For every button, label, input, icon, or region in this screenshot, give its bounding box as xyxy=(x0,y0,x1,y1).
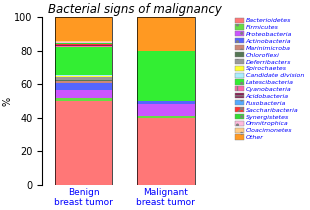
Bar xyxy=(55,81,112,83)
Bar xyxy=(55,75,112,76)
Bar xyxy=(137,17,195,185)
Bar xyxy=(55,90,112,98)
Bar xyxy=(55,17,112,41)
Bar xyxy=(137,17,195,51)
Bar xyxy=(55,46,112,47)
Bar xyxy=(137,101,195,104)
Legend: Bacterioidetes, Firmicutes, Proteobacteria, Actinobacteria, Marinimicroba, Chlor: Bacterioidetes, Firmicutes, Proteobacter… xyxy=(233,15,307,143)
Title: Bacterial signs of malignancy: Bacterial signs of malignancy xyxy=(48,3,222,16)
Bar xyxy=(55,45,112,46)
Bar xyxy=(55,80,112,81)
Bar xyxy=(55,17,112,185)
Bar xyxy=(55,76,112,77)
Y-axis label: %: % xyxy=(3,96,13,106)
Bar xyxy=(55,44,112,45)
Bar xyxy=(55,43,112,44)
Bar xyxy=(137,116,195,118)
Bar xyxy=(137,51,195,101)
Bar xyxy=(137,118,195,185)
Bar xyxy=(55,83,112,90)
Bar xyxy=(55,98,112,101)
Bar xyxy=(55,101,112,185)
Bar xyxy=(55,77,112,80)
Bar xyxy=(55,47,112,75)
Bar xyxy=(55,41,112,42)
Bar xyxy=(137,104,195,116)
Bar xyxy=(55,42,112,43)
